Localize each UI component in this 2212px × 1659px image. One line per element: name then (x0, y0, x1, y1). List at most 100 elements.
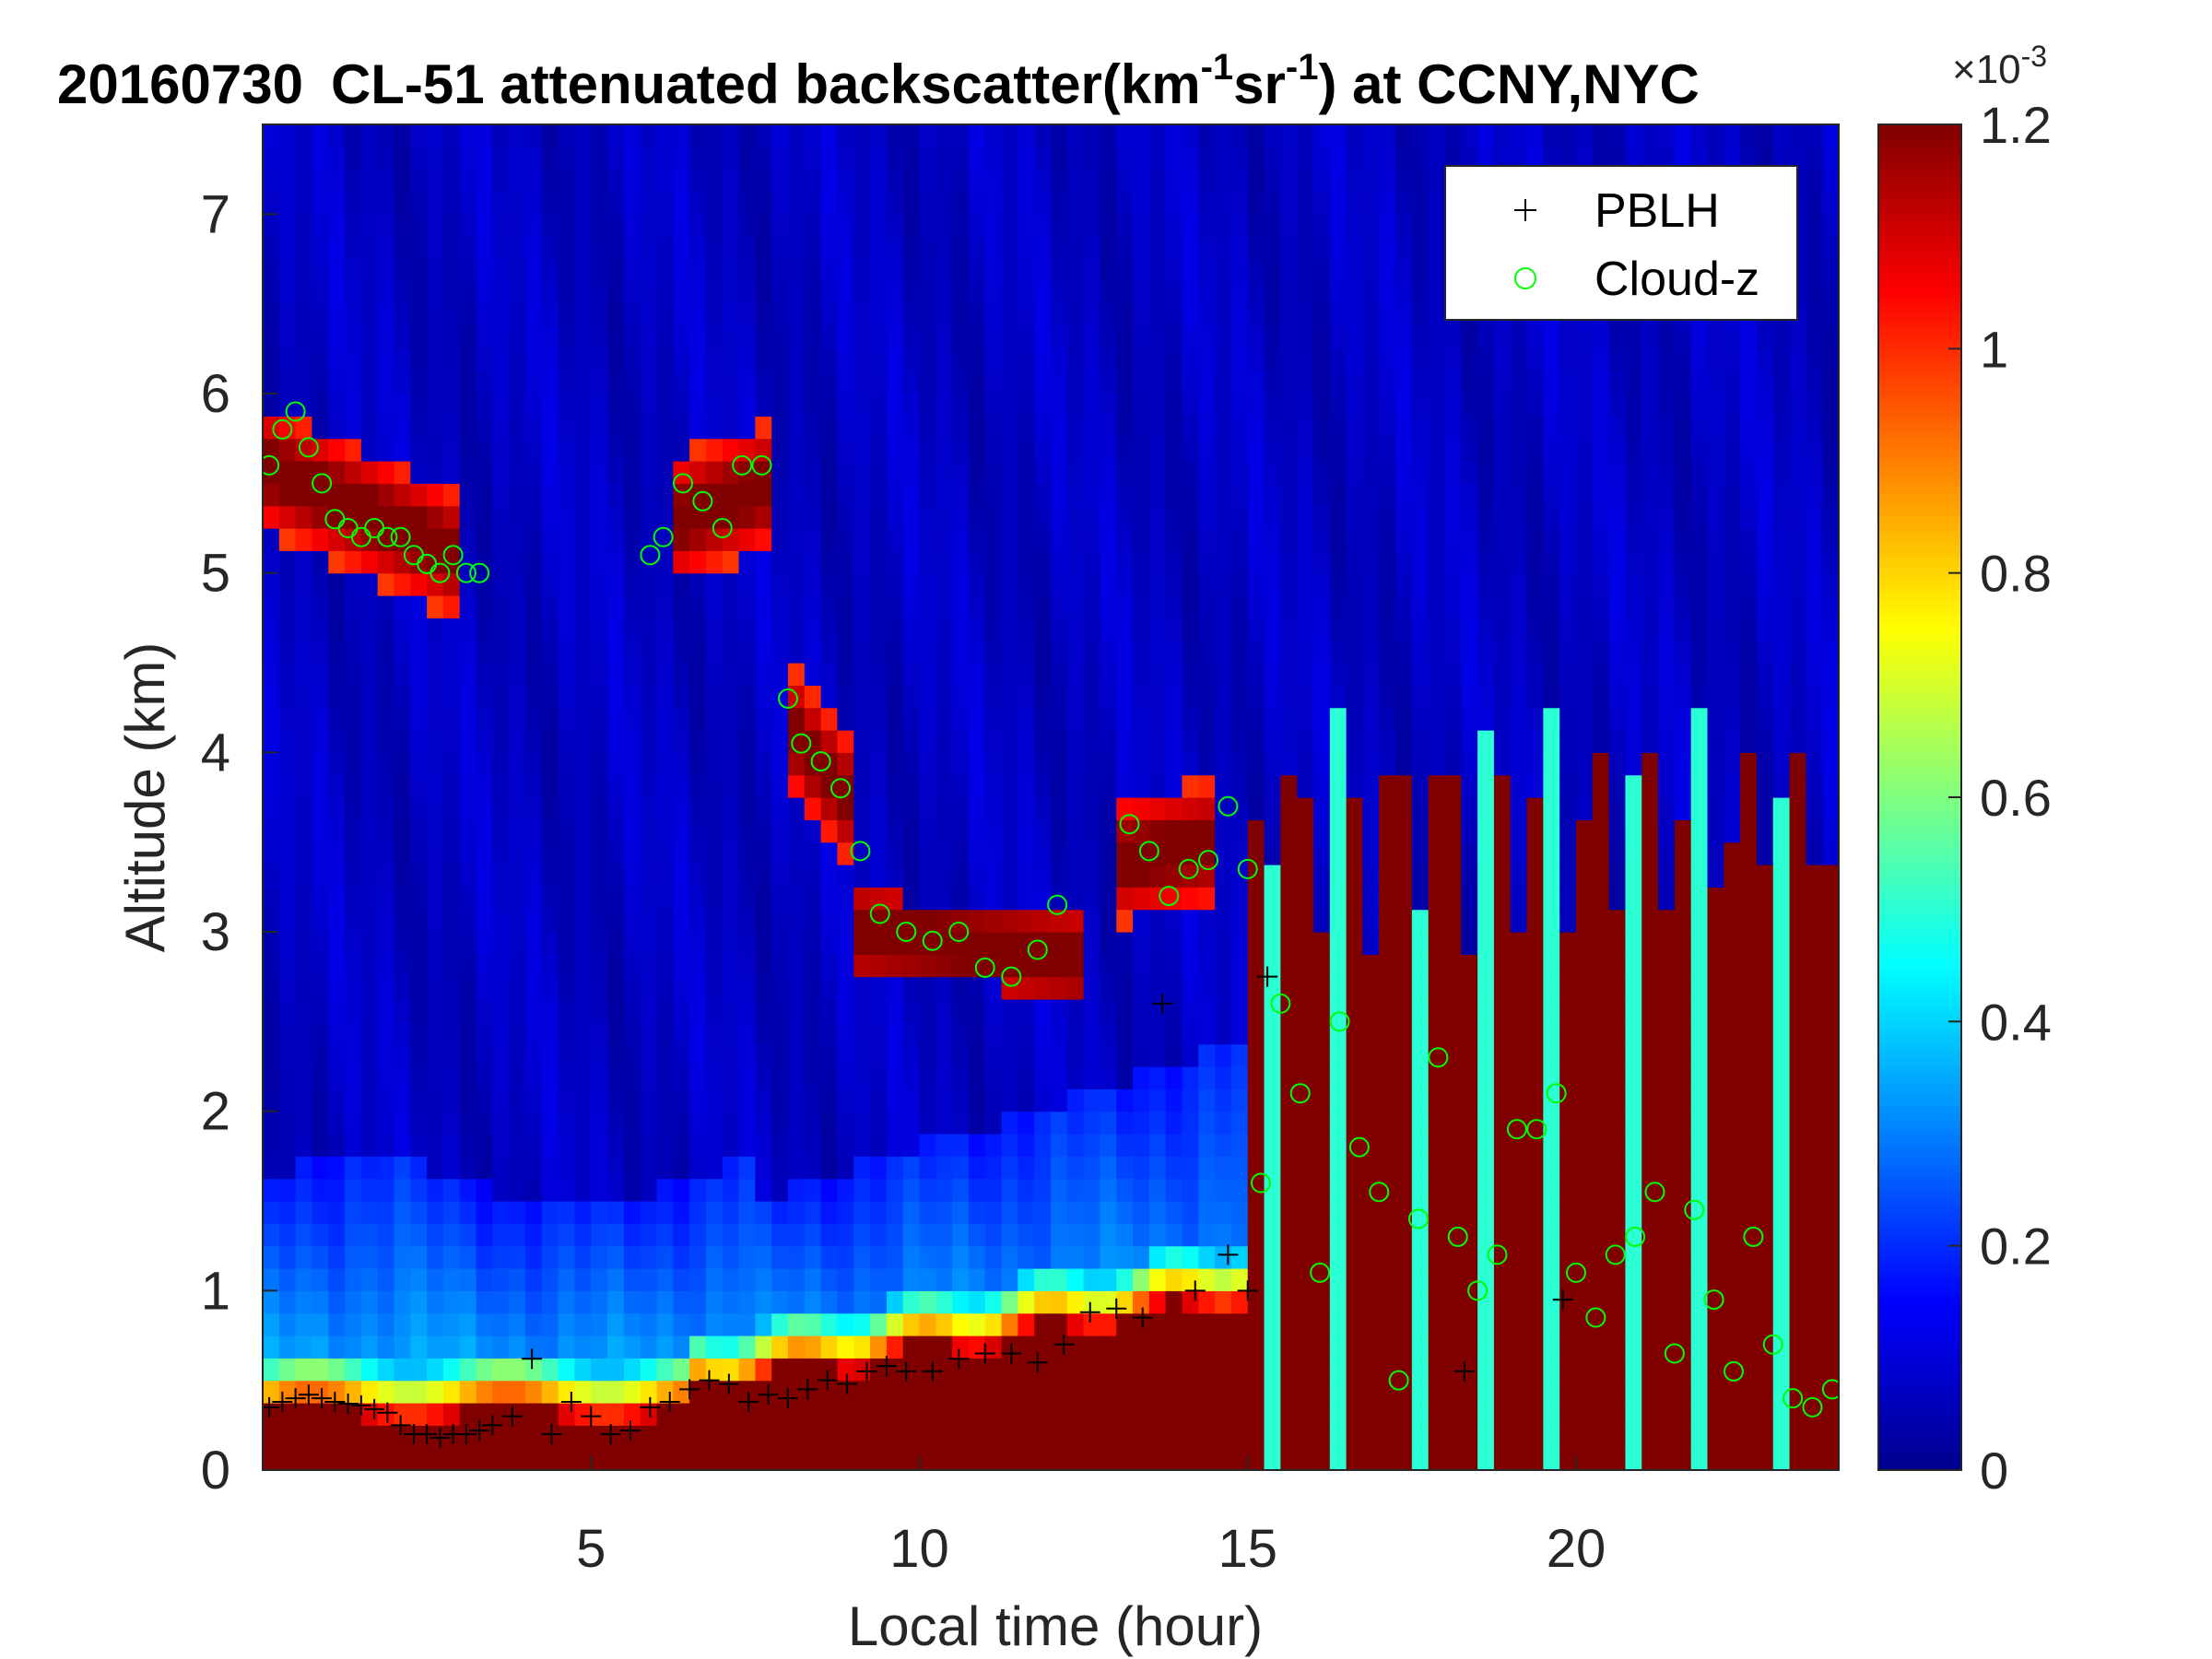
heatmap-cell (525, 797, 543, 820)
heatmap-cell (886, 1043, 904, 1067)
heatmap-cell (607, 438, 625, 462)
heatmap-cell (722, 1447, 740, 1470)
heatmap-cell (1510, 1312, 1528, 1336)
heatmap-cell (935, 416, 953, 440)
heatmap-cell (1165, 999, 1183, 1022)
heatmap-cell (278, 797, 297, 820)
heatmap-cell (1001, 595, 1018, 618)
heatmap-cell (886, 348, 904, 372)
heatmap-cell (312, 707, 329, 731)
heatmap-cell (312, 147, 329, 171)
heatmap-cell (1526, 595, 1544, 618)
heatmap-cell (1362, 618, 1380, 641)
heatmap-cell (968, 348, 986, 372)
heatmap-cell (1592, 707, 1610, 731)
heatmap-cell (1576, 1447, 1594, 1470)
heatmap-cell (984, 1088, 1003, 1112)
heatmap-cell (853, 394, 871, 417)
heatmap-cell (607, 169, 625, 193)
heatmap-cell (1001, 1021, 1018, 1045)
heatmap-cell (1116, 1290, 1134, 1314)
heatmap-cell (525, 1447, 543, 1470)
heatmap-cell (1133, 730, 1150, 753)
heatmap-cell (837, 774, 854, 798)
heatmap-cell (1543, 865, 1560, 888)
heatmap-cell (591, 1201, 608, 1224)
heatmap-cell (919, 1447, 936, 1470)
heatmap-cell (492, 1134, 510, 1157)
heatmap-cell (525, 550, 543, 574)
heatmap-cell (1198, 1245, 1216, 1269)
heatmap-cell (476, 685, 493, 709)
heatmap-cell (263, 1335, 280, 1359)
heatmap-cell (1247, 281, 1265, 305)
heatmap-cell (1215, 685, 1232, 709)
heatmap-cell (312, 1290, 329, 1314)
heatmap-cell (853, 1358, 871, 1382)
heatmap-cell (394, 618, 411, 641)
heatmap-cell (919, 1134, 936, 1157)
heatmap-cell (640, 1111, 658, 1135)
heatmap-cell (952, 505, 970, 529)
heatmap-cell (1543, 1358, 1560, 1382)
heatmap-cell (263, 259, 280, 282)
heatmap-cell (525, 999, 543, 1022)
heatmap-cell (689, 1088, 707, 1112)
heatmap-cell (1510, 528, 1528, 551)
heatmap-cell (492, 865, 510, 888)
heatmap-cell (525, 1178, 543, 1202)
heatmap-cell (263, 819, 280, 843)
heatmap-cell (1461, 841, 1478, 865)
heatmap-cell (1230, 483, 1249, 507)
heatmap-cell (1362, 774, 1380, 798)
heatmap-cell (738, 550, 756, 574)
heatmap-cell (1247, 595, 1265, 618)
heatmap-cell (1477, 1021, 1495, 1045)
heatmap-cell (345, 865, 362, 888)
heatmap-cell (1592, 841, 1610, 865)
heatmap-cell (788, 461, 806, 484)
heatmap-cell (1428, 528, 1446, 551)
heatmap-cell (1362, 976, 1380, 1000)
heatmap-cell (492, 1043, 510, 1067)
heatmap-cell (656, 303, 674, 327)
heatmap-cell (1395, 124, 1413, 147)
heatmap-cell (1493, 1245, 1512, 1269)
heatmap-cell (360, 1312, 379, 1336)
heatmap-cell (689, 236, 707, 260)
heatmap-cell (1148, 1290, 1167, 1314)
heatmap-cell (952, 169, 970, 193)
heatmap-cell (1395, 348, 1413, 372)
heatmap-cell (705, 887, 724, 911)
heatmap-cell (788, 797, 806, 820)
heatmap-cell (607, 1245, 625, 1269)
heatmap-cell (640, 416, 658, 440)
heatmap-cell (607, 1290, 625, 1314)
heatmap-cell (1411, 348, 1430, 372)
heatmap-cell (853, 1380, 871, 1404)
heatmap-cell (1395, 1290, 1413, 1314)
heatmap-cell (591, 1111, 608, 1135)
heatmap-cell (328, 730, 346, 753)
heatmap-cell (328, 1312, 346, 1336)
heatmap-cell (574, 1425, 592, 1449)
heatmap-cell (345, 326, 362, 349)
heatmap-cell (919, 887, 936, 911)
heatmap-cell (459, 528, 477, 551)
heatmap-cell (1576, 1178, 1594, 1202)
heatmap-cell (1247, 1403, 1265, 1426)
heatmap-cell (1346, 1335, 1364, 1359)
heatmap-cell (771, 1358, 789, 1382)
heatmap-cell (1362, 954, 1380, 978)
heatmap-cell (1148, 707, 1167, 731)
heatmap-cell (459, 1358, 477, 1382)
heatmap-cell (640, 685, 658, 709)
heatmap-cell (427, 348, 444, 372)
heatmap-cell (509, 124, 526, 147)
heatmap-cell (377, 1380, 395, 1404)
heatmap-cell (1592, 505, 1610, 529)
heatmap-cell (1230, 550, 1249, 574)
heatmap-cell (1329, 147, 1347, 171)
heatmap-cell (1444, 954, 1462, 978)
heatmap-cell (870, 819, 888, 843)
